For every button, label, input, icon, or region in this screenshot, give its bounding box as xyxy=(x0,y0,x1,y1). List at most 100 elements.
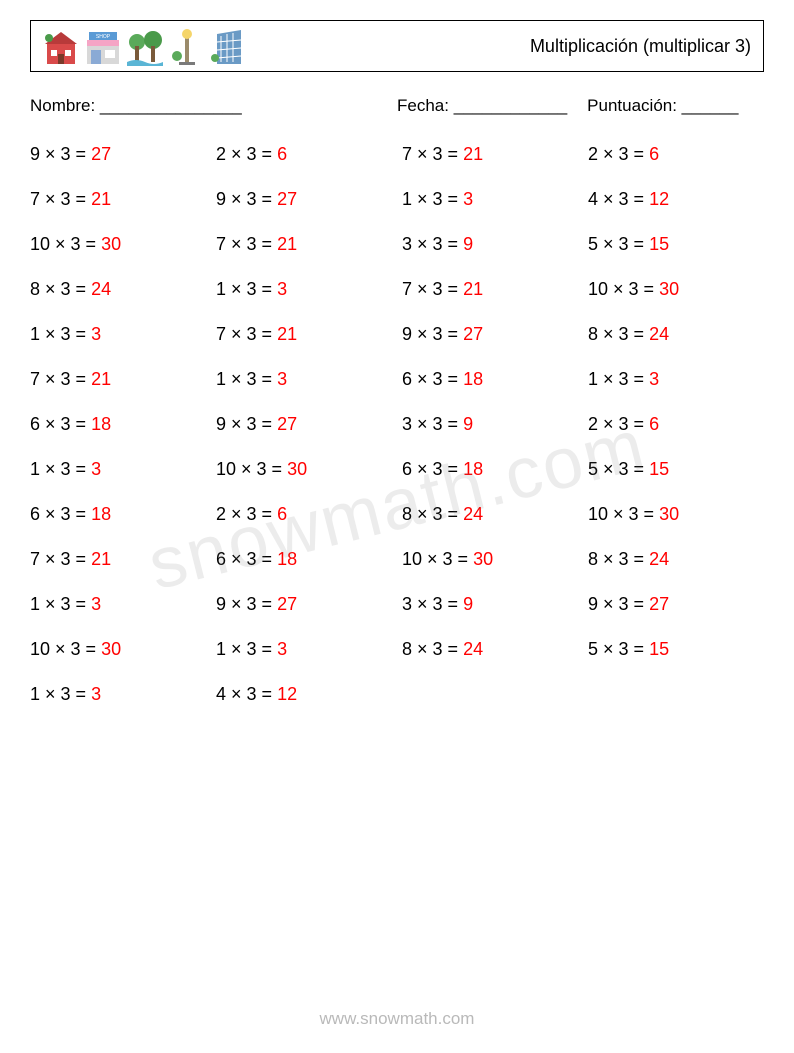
problem: 6 × 3 = 18 xyxy=(402,369,578,390)
problem-answer: 27 xyxy=(277,189,297,209)
trees-icon xyxy=(127,26,163,66)
problem: 7 × 3 = 21 xyxy=(402,144,578,165)
problem: 3 × 3 = 9 xyxy=(402,234,578,255)
problem-answer: 27 xyxy=(277,594,297,614)
problem-answer: 24 xyxy=(649,549,669,569)
problem-expression: 8 × 3 = xyxy=(30,279,91,299)
problem-expression: 7 × 3 = xyxy=(402,279,463,299)
problem-expression: 10 × 3 = xyxy=(402,549,473,569)
problem: 7 × 3 = 21 xyxy=(216,324,392,345)
problem: 6 × 3 = 18 xyxy=(216,549,392,570)
problem-expression: 1 × 3 = xyxy=(216,369,277,389)
problem-answer: 21 xyxy=(277,324,297,344)
problem-answer: 15 xyxy=(649,459,669,479)
problem-answer: 15 xyxy=(649,234,669,254)
problem: 6 × 3 = 18 xyxy=(30,414,206,435)
problem: 2 × 3 = 6 xyxy=(216,504,392,525)
problem-expression: 9 × 3 = xyxy=(216,594,277,614)
problem: 10 × 3 = 30 xyxy=(30,234,206,255)
problem-answer: 3 xyxy=(649,369,659,389)
problem: 10 × 3 = 30 xyxy=(588,504,764,525)
problem: 5 × 3 = 15 xyxy=(588,639,764,660)
problem-answer: 15 xyxy=(649,639,669,659)
problem-answer: 12 xyxy=(649,189,669,209)
problem-expression: 9 × 3 = xyxy=(216,189,277,209)
problem-answer: 6 xyxy=(277,144,287,164)
problem-answer: 21 xyxy=(463,144,483,164)
problem-answer: 30 xyxy=(101,234,121,254)
score-label: Puntuación: ______ xyxy=(587,96,738,116)
problem-answer: 27 xyxy=(463,324,483,344)
streetlamp-icon xyxy=(169,26,205,66)
problem-answer: 3 xyxy=(463,189,473,209)
problem: 1 × 3 = 3 xyxy=(216,279,392,300)
problem-answer: 3 xyxy=(277,369,287,389)
problem-answer: 24 xyxy=(463,504,483,524)
problem-expression: 4 × 3 = xyxy=(588,189,649,209)
problem-answer: 18 xyxy=(277,549,297,569)
problem-expression: 6 × 3 = xyxy=(30,504,91,524)
footer-url: www.snowmath.com xyxy=(320,1009,475,1029)
problem: 9 × 3 = 27 xyxy=(216,594,392,615)
problem-answer: 24 xyxy=(91,279,111,299)
worksheet-header: SHOP Multiplicación (multi xyxy=(30,20,764,72)
problem: 10 × 3 = 30 xyxy=(216,459,392,480)
problem: 8 × 3 = 24 xyxy=(402,504,578,525)
problem-expression: 8 × 3 = xyxy=(402,504,463,524)
problem: 7 × 3 = 21 xyxy=(402,279,578,300)
problem-answer: 18 xyxy=(463,369,483,389)
problem-expression: 6 × 3 = xyxy=(216,549,277,569)
problem-answer: 3 xyxy=(91,594,101,614)
problem: 1 × 3 = 3 xyxy=(30,459,206,480)
problem-expression: 10 × 3 = xyxy=(216,459,287,479)
header-icons: SHOP xyxy=(43,26,247,66)
problem: 9 × 3 = 27 xyxy=(216,189,392,210)
problem-expression: 2 × 3 = xyxy=(588,144,649,164)
problem: 8 × 3 = 24 xyxy=(402,639,578,660)
problem-answer: 21 xyxy=(463,279,483,299)
problem-expression: 6 × 3 = xyxy=(30,414,91,434)
problem: 9 × 3 = 27 xyxy=(588,594,764,615)
problem: 1 × 3 = 3 xyxy=(30,684,206,705)
problem: 3 × 3 = 9 xyxy=(402,414,578,435)
problem-answer: 30 xyxy=(287,459,307,479)
problem-expression: 7 × 3 = xyxy=(216,234,277,254)
problem-expression: 5 × 3 = xyxy=(588,639,649,659)
info-line: Nombre: _______________ Fecha: _________… xyxy=(30,96,764,116)
problem-expression: 6 × 3 = xyxy=(402,369,463,389)
problem: 9 × 3 = 27 xyxy=(402,324,578,345)
problem-expression: 3 × 3 = xyxy=(402,234,463,254)
problem-expression: 9 × 3 = xyxy=(588,594,649,614)
problem: 5 × 3 = 15 xyxy=(588,459,764,480)
problem: 1 × 3 = 3 xyxy=(402,189,578,210)
problem-expression: 1 × 3 = xyxy=(216,639,277,659)
problem-expression: 9 × 3 = xyxy=(30,144,91,164)
problem-answer: 18 xyxy=(91,504,111,524)
problem-answer: 24 xyxy=(463,639,483,659)
problem-answer: 21 xyxy=(91,369,111,389)
problem-expression: 7 × 3 = xyxy=(30,189,91,209)
date-label: Fecha: ____________ xyxy=(397,96,567,116)
problem: 7 × 3 = 21 xyxy=(30,189,206,210)
problem-answer: 3 xyxy=(277,279,287,299)
problem-answer: 18 xyxy=(91,414,111,434)
problem-answer: 9 xyxy=(463,234,473,254)
problem: 5 × 3 = 15 xyxy=(588,234,764,255)
problem-answer: 30 xyxy=(101,639,121,659)
problem: 10 × 3 = 30 xyxy=(30,639,206,660)
problem: 7 × 3 = 21 xyxy=(216,234,392,255)
problem-answer: 18 xyxy=(463,459,483,479)
problem-answer: 30 xyxy=(659,279,679,299)
problem: 1 × 3 = 3 xyxy=(30,324,206,345)
problem: 1 × 3 = 3 xyxy=(588,369,764,390)
problem-answer: 27 xyxy=(91,144,111,164)
problem: 7 × 3 = 21 xyxy=(30,369,206,390)
problem-expression: 8 × 3 = xyxy=(588,324,649,344)
problem: 7 × 3 = 21 xyxy=(30,549,206,570)
problem-expression: 9 × 3 = xyxy=(402,324,463,344)
problem: 1 × 3 = 3 xyxy=(30,594,206,615)
problem-expression: 5 × 3 = xyxy=(588,234,649,254)
problem: 2 × 3 = 6 xyxy=(216,144,392,165)
problem-answer: 3 xyxy=(91,324,101,344)
problem: 10 × 3 = 30 xyxy=(588,279,764,300)
